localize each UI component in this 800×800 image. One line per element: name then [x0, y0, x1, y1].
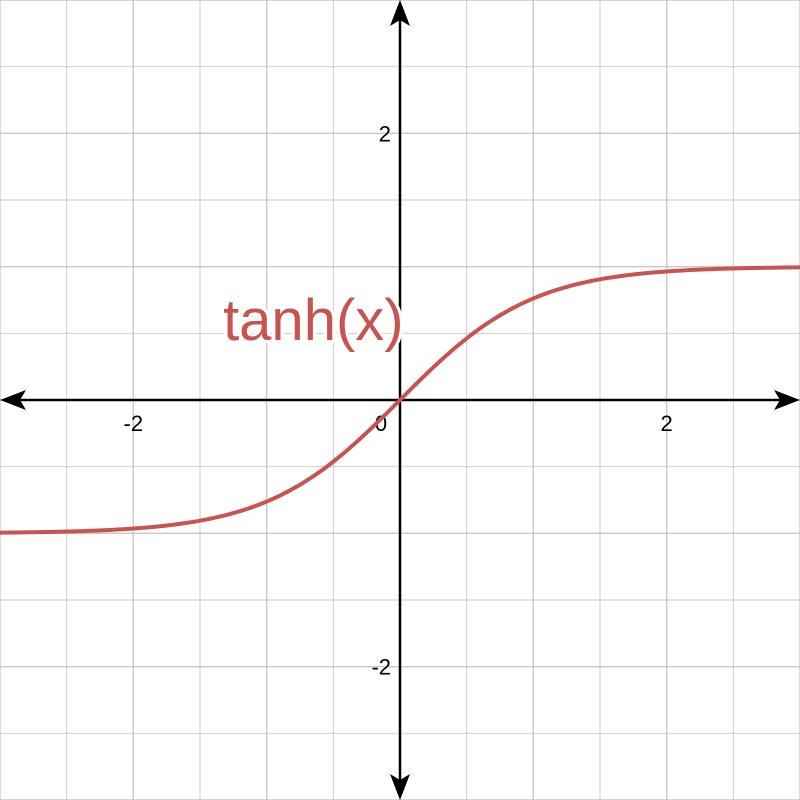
curve-label-halo: tanh(x): [223, 288, 404, 353]
y-axis-arrow-down: [390, 774, 410, 800]
x-tick-label: -2: [124, 411, 144, 436]
x-tick-label: 2: [661, 411, 673, 436]
x-axis-arrow-right: [774, 390, 800, 410]
curves: [0, 265, 800, 535]
curve-label: tanh(x): [223, 288, 404, 353]
y-tick-label: -2: [371, 655, 391, 680]
y-axis-arrow-up: [390, 0, 410, 26]
annotations: tanh(x)tanh(x): [220, 285, 407, 356]
y-tick-label: 2: [379, 121, 391, 146]
tanh-curve: [0, 265, 800, 535]
x-axis-arrow-left: [0, 390, 26, 410]
